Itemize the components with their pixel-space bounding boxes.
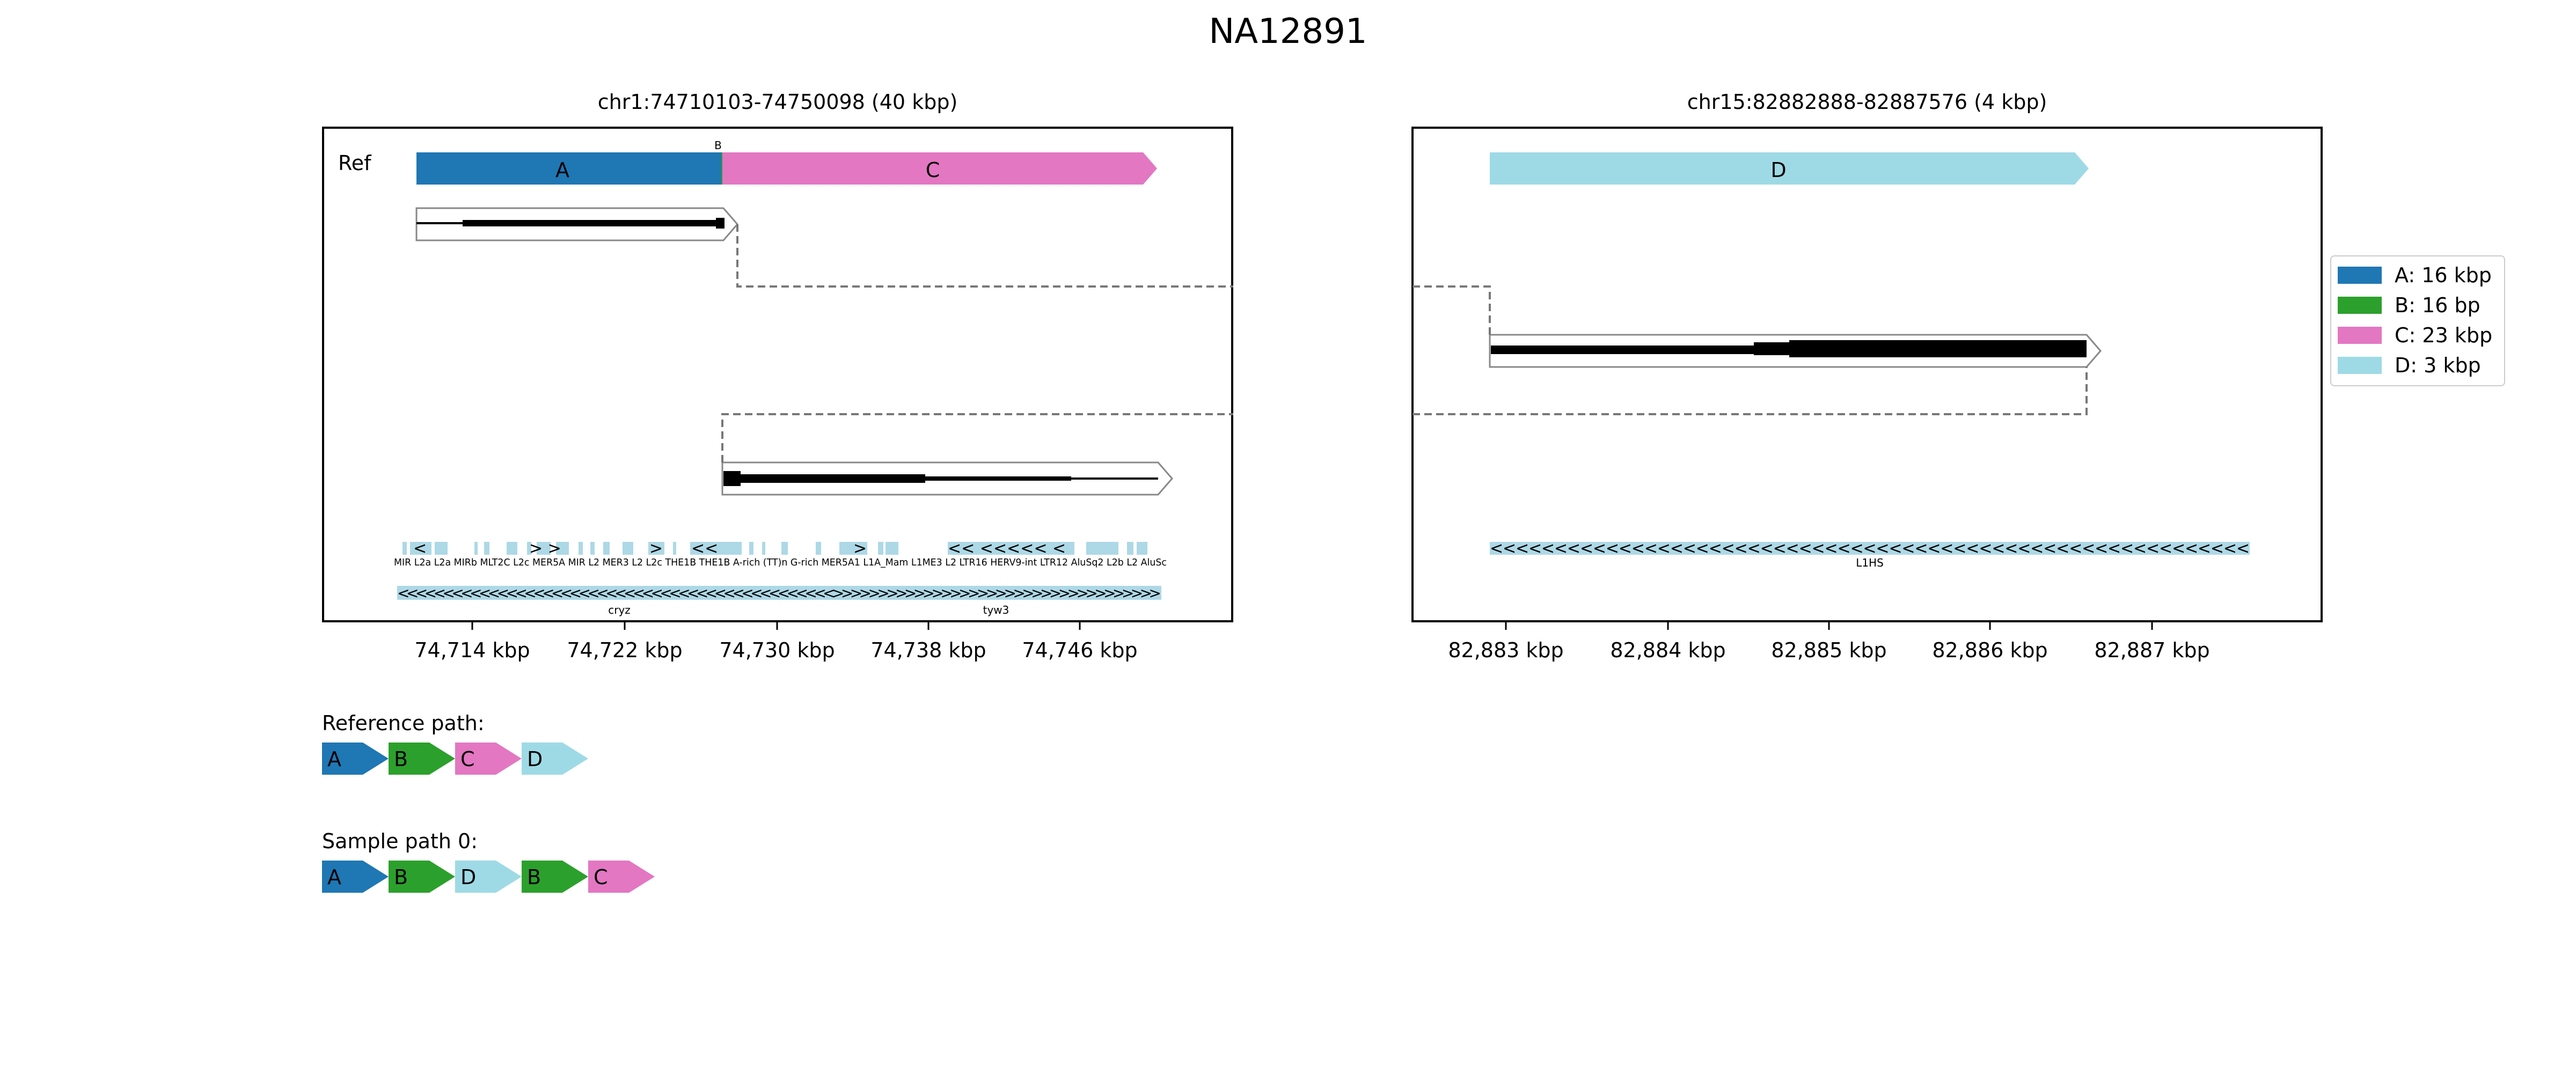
legend-swatch-b	[2338, 297, 2382, 314]
reference-path-nodes	[322, 743, 588, 775]
svg-text:B: B	[527, 865, 541, 889]
read-2-outline	[721, 461, 1173, 496]
svg-text:<< <<<<< <: << <<<<< <	[948, 539, 1066, 558]
svg-text:D: D	[460, 865, 476, 889]
repeat-track-right	[1490, 542, 2250, 555]
read-1-end	[716, 218, 724, 229]
repeat-track-left	[402, 542, 1147, 555]
svg-text:B: B	[394, 747, 408, 771]
svg-text:>: >	[853, 539, 867, 558]
ref-segment-a	[416, 152, 721, 185]
gene-arrows-left: <<<<<<<<<<<<<<<<<<<<<<<<<<<<<<<<<<<<<<<<…	[397, 584, 1161, 602]
left-panel-title: chr1:74710103-74750098 (40 kbp)	[597, 90, 958, 114]
svg-text:B: B	[394, 865, 408, 889]
svg-text:C: C	[594, 865, 608, 889]
left-panel-frame	[322, 127, 1233, 622]
tick-label-right-2: 82,884 kbp	[1610, 638, 1726, 662]
read-2-thick	[741, 474, 925, 483]
ref-segment-d	[1490, 152, 2089, 185]
tick-label-left-1: 74,714 kbp	[414, 638, 530, 662]
repeat-names-left: MIR L2a L2a MIRb MLT2C L2c MER5A MIR L2 …	[394, 557, 1167, 568]
legend-label-b: B: 16 bp	[2395, 293, 2480, 317]
right-panel-frame	[1411, 127, 2323, 622]
gene-label-tyw3: tyw3	[983, 604, 1009, 616]
tick-label-left-5: 74,746 kbp	[1022, 638, 1138, 662]
connector-1-right	[1413, 285, 1491, 336]
ref-segment-b	[721, 152, 722, 185]
repeat-arrows-right: <<<<<<<<<<<<<<<<<<<<<<<<<<<<<<<<<<<<<<<<…	[1490, 539, 2250, 558]
legend-label-a: A: 16 kbp	[2395, 263, 2492, 287]
tick-label-left-2: 74,722 kbp	[567, 638, 683, 662]
connector-2-left	[721, 413, 1233, 462]
svg-text:A: A	[327, 747, 341, 771]
ref-segment-d-label: D	[1770, 158, 1786, 182]
legend-label-d: D: 3 kbp	[2395, 354, 2481, 377]
ref-segment-a-label: A	[555, 158, 569, 182]
svg-text:<<: <<	[691, 539, 718, 558]
figure-title: NA12891	[1209, 12, 1367, 52]
sample-path-label: Sample path 0:	[322, 829, 478, 853]
connector-2-right	[1413, 367, 2088, 415]
legend-item-b: B: 16 bp	[2338, 292, 2480, 319]
read-3-thicker	[1754, 342, 1789, 355]
sample-path-labels: A B D B C	[327, 865, 608, 889]
gene-label-cryz: cryz	[608, 604, 631, 616]
ref-segment-b-label: B	[714, 139, 722, 152]
read-3-thick	[1491, 346, 1755, 354]
x-axis-ticks-left	[471, 622, 1081, 630]
read-2-block	[723, 471, 741, 486]
ref-segment-c	[722, 152, 1157, 185]
legend-label-c: C: 23 kbp	[2395, 324, 2493, 347]
reference-path-labels: A B C D	[327, 747, 543, 771]
legend: A: 16 kbp B: 16 bp C: 23 kbp D: 3 kbp	[2330, 255, 2505, 386]
svg-text:C: C	[460, 747, 475, 771]
svg-text:<: <	[413, 539, 427, 558]
svg-text:>: >	[649, 539, 663, 558]
svg-text:> >: > >	[529, 539, 561, 558]
ref-label: Ref	[338, 151, 371, 175]
read-3-outline	[1489, 334, 2102, 368]
connector-1-left	[736, 224, 1233, 288]
legend-swatch-c	[2338, 327, 2382, 344]
legend-item-d: D: 3 kbp	[2338, 352, 2481, 379]
right-panel-title: chr15:82882888-82887576 (4 kbp)	[1687, 90, 2047, 114]
read-2-mid	[925, 476, 1071, 481]
tick-label-right-3: 82,885 kbp	[1771, 638, 1887, 662]
gene-track-left	[397, 586, 1161, 600]
legend-swatch-d	[2338, 357, 2382, 374]
svg-text:D: D	[527, 747, 543, 771]
tick-label-left-4: 74,738 kbp	[870, 638, 986, 662]
repeat-strand-left: < > > > << > << <<<<< <	[413, 539, 1066, 558]
tick-label-right-1: 82,883 kbp	[1448, 638, 1564, 662]
sample-path-nodes	[322, 861, 655, 893]
tick-label-left-3: 74,730 kbp	[719, 638, 835, 662]
read-1-thick	[463, 220, 720, 226]
ref-segment-c-label: C	[926, 158, 940, 182]
svg-text:A: A	[327, 865, 341, 889]
x-axis-ticks-right	[1505, 622, 2153, 630]
tick-label-right-4: 82,886 kbp	[1932, 638, 2048, 662]
read-3-thickest	[1789, 340, 2087, 357]
reference-path-label: Reference path:	[322, 711, 485, 735]
legend-item-a: A: 16 kbp	[2338, 262, 2492, 289]
legend-item-c: C: 23 kbp	[2338, 322, 2492, 349]
repeat-name-right: L1HS	[1856, 556, 1884, 569]
tick-label-right-5: 82,887 kbp	[2094, 638, 2210, 662]
legend-swatch-a	[2338, 267, 2382, 284]
read-1-outline	[415, 207, 738, 241]
